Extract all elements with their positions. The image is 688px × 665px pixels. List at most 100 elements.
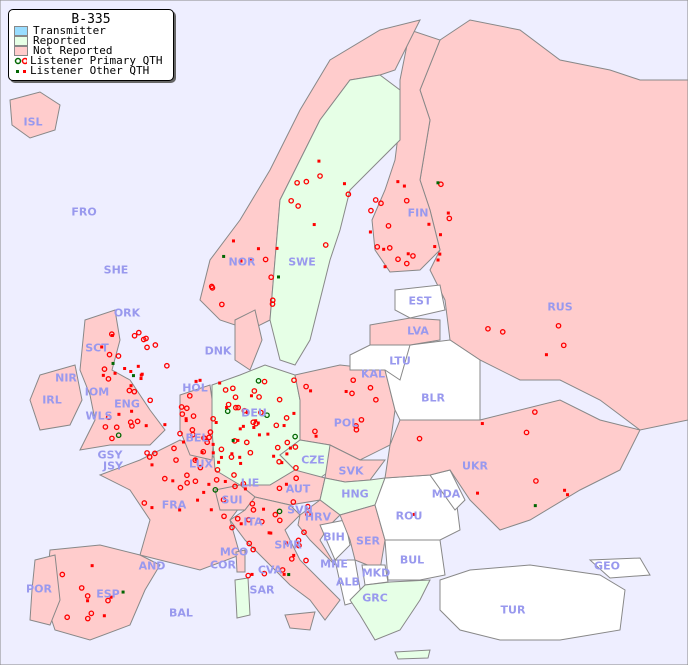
listener-primary-qth-marker (243, 439, 250, 446)
listener-other-qth-marker (269, 531, 273, 535)
country-label-ser: SER (356, 534, 380, 548)
country-label-sct: SCT (85, 341, 109, 355)
listener-primary-qth-marker (261, 570, 268, 577)
listener-other-qth-marker (222, 254, 226, 258)
listener-primary-qth-marker (144, 450, 150, 456)
country-label-she: SHE (103, 263, 129, 277)
listener-other-qth-marker (184, 417, 188, 421)
listener-primary-qth-marker (151, 450, 158, 457)
listener-other-qth-marker (287, 573, 291, 577)
listener-other-qth-marker (194, 379, 198, 383)
listener-primary-qth-marker (109, 435, 115, 442)
listener-primary-qth-marker (296, 542, 302, 549)
listener-other-qth-marker (438, 252, 442, 256)
listener-other-qth-marker (211, 442, 215, 446)
listener-primary-qth-marker (256, 394, 262, 400)
listener-other-qth-marker (113, 371, 117, 375)
country-label-isl: ISL (23, 115, 43, 129)
listener-other-qth-marker (110, 334, 114, 338)
listener-primary-qth-marker (374, 243, 381, 250)
country-tur (439, 564, 626, 641)
listener-primary-qth-marker (533, 478, 539, 484)
listener-primary-qth-marker (161, 475, 168, 482)
legend-label: Reported (33, 34, 86, 47)
country-label-est: EST (408, 294, 432, 308)
listener-primary-qth-marker (178, 404, 185, 410)
country-label-hrv: HRV (304, 510, 332, 524)
listener-primary-qth-marker (403, 197, 410, 204)
country-geo (588, 557, 651, 579)
listener-other-qth-marker (225, 405, 229, 409)
legend-label: Listener Primary QTH (30, 54, 163, 67)
country-label-deu: DEU (241, 406, 267, 420)
listener-primary-qth-marker (146, 454, 153, 460)
listener-other-qth-marker (275, 246, 279, 250)
listener-primary-qth-marker (295, 537, 302, 544)
listener-primary-qth-marker (88, 610, 95, 617)
listener-other-qth-marker (276, 275, 280, 279)
listener-other-qth-marker (284, 482, 288, 486)
listener-other-qth-marker (314, 434, 318, 438)
listener-primary-qth-marker (294, 179, 300, 186)
listener-primary-qth-marker (241, 407, 248, 414)
listener-other-qth-marker (101, 373, 105, 377)
country-label-rus: RUS (547, 300, 573, 314)
listener-other-qth-marker (202, 490, 206, 494)
listener-primary-qth-marker (288, 197, 295, 204)
listener-other-qth-marker (241, 424, 245, 428)
listener-other-qth-marker (480, 422, 484, 426)
listener-other-qth-marker (285, 452, 289, 456)
listener-primary-qth-marker (131, 332, 138, 339)
listener-primary-qth-marker (373, 396, 379, 403)
listener-primary-qth-marker (531, 409, 538, 415)
listener-primary-qth-marker (272, 511, 279, 518)
listener-primary-qth-marker (177, 430, 183, 437)
listener-other-qth-marker (130, 409, 134, 413)
legend-item-primary-qth: Listener Primary QTH (9, 54, 173, 67)
listener-primary-qth-marker (183, 405, 190, 412)
listener-primary-qth-marker (231, 472, 237, 478)
country-est (394, 284, 446, 319)
listener-other-qth-marker (163, 423, 167, 427)
listener-primary-qth-marker (293, 465, 299, 471)
listener-other-qth-marker (171, 479, 175, 483)
listener-other-qth-marker (383, 265, 387, 269)
listener-primary-qth-marker (218, 301, 225, 308)
listener-other-qth-marker (129, 369, 133, 373)
country-label-ita: ITA (243, 515, 263, 529)
country-label-mda: MDA (431, 487, 461, 501)
listener-primary-qth-marker (225, 401, 232, 408)
country-label-ukr: UKR (462, 459, 488, 473)
country-label-pol: POL (333, 416, 359, 430)
listener-other-qth-marker (90, 564, 94, 568)
listener-other-qth-marker (239, 461, 243, 465)
country-crete (394, 649, 431, 660)
listener-primary-qth-marker (262, 256, 269, 263)
listener-primary-qth-marker (283, 415, 290, 421)
listener-other-qth-marker (238, 455, 242, 459)
listener-other-qth-marker (368, 230, 372, 234)
country-label-tur: TUR (500, 603, 526, 617)
country-label-fin: FIN (407, 206, 429, 220)
listener-other-qth-marker (292, 411, 296, 415)
listener-other-qth-marker (544, 353, 548, 357)
listener-primary-qth-marker (410, 253, 416, 259)
country-fin (371, 29, 441, 273)
listener-other-qth-marker (309, 389, 313, 393)
country-label-por: POR (26, 582, 52, 596)
listener-primary-qth-marker (220, 496, 227, 503)
listener-primary-qth-marker (115, 353, 122, 359)
listener-other-qth-marker (239, 259, 243, 263)
listener-other-qth-marker (243, 487, 247, 491)
listener-other-qth-marker (140, 372, 144, 376)
listener-other-qth-marker (123, 367, 127, 371)
country-por (29, 554, 61, 626)
listener-primary-qth-marker (246, 540, 253, 547)
country-label-gsy: GSY (97, 448, 123, 462)
legend-item-not-reported: Not Reported (9, 45, 173, 56)
country-label-bul: BUL (399, 553, 425, 567)
listener-primary-qth-marker (229, 385, 236, 392)
listener-other-qth-marker (239, 522, 243, 526)
